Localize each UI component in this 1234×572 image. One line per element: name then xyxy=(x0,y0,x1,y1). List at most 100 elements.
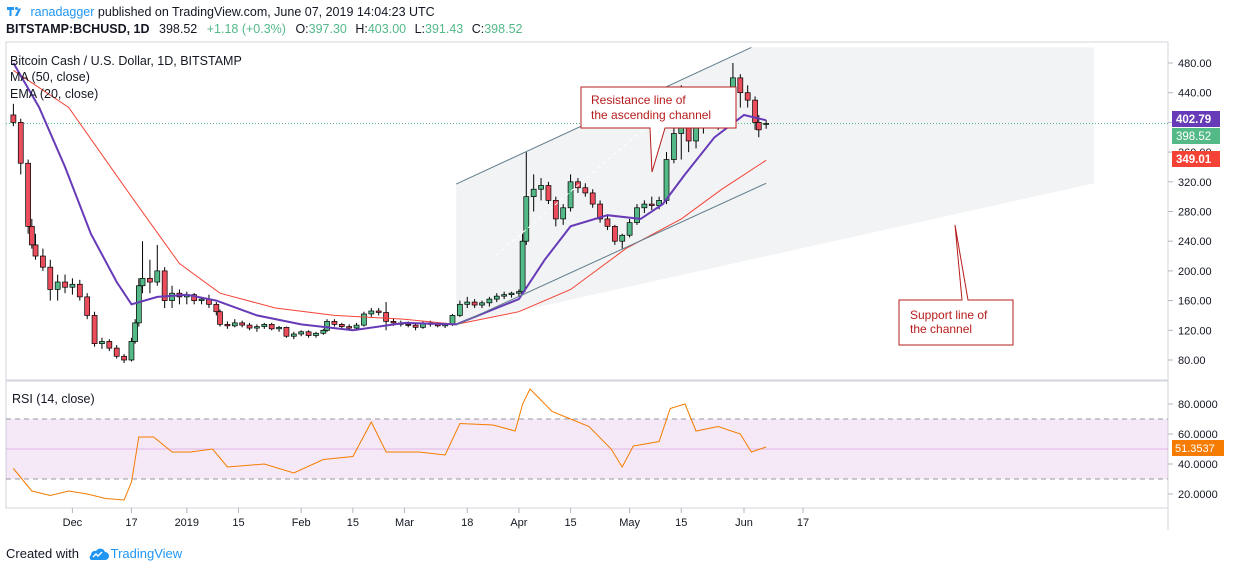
candle-body xyxy=(508,292,515,296)
candle xyxy=(486,296,493,307)
candle xyxy=(298,330,305,337)
time-tick-label-2: 2019 xyxy=(175,517,199,529)
candle xyxy=(224,321,231,329)
candle xyxy=(99,337,105,349)
tradingview-cloud-icon xyxy=(89,548,109,560)
candle xyxy=(206,294,212,309)
candle xyxy=(567,174,574,212)
candle-body xyxy=(313,332,319,336)
candle xyxy=(213,302,220,316)
candle xyxy=(560,204,567,225)
tradingview-logo-icon xyxy=(7,7,21,16)
candle xyxy=(648,196,655,211)
candle xyxy=(619,233,626,249)
candle-body xyxy=(276,326,282,330)
candle-body xyxy=(634,207,640,223)
ma50-line xyxy=(13,69,767,325)
candle-body xyxy=(139,277,146,287)
time-tick-label-0: Dec xyxy=(63,517,83,529)
candle-body xyxy=(10,114,17,123)
time-tick-label-9: 15 xyxy=(564,517,576,529)
candle xyxy=(176,289,183,305)
candle xyxy=(25,159,31,234)
candle-body xyxy=(486,298,493,304)
close-value: 398.52 xyxy=(484,22,522,36)
candle xyxy=(54,274,61,301)
candle-body xyxy=(91,315,98,345)
candle-body xyxy=(224,324,231,327)
open-label: O: xyxy=(295,22,308,36)
candle-body xyxy=(545,185,552,201)
candle-body xyxy=(663,159,670,201)
support-callout-box xyxy=(898,224,1014,346)
price-tick-label-2: 160.00 xyxy=(1178,296,1212,308)
ema-legend: EMA (20, close) xyxy=(10,87,98,101)
time-tick-label-12: Jun xyxy=(735,517,753,529)
time-tick-label-11: 15 xyxy=(675,517,687,529)
candle-body xyxy=(589,192,596,205)
candle-body xyxy=(560,207,567,220)
candle xyxy=(582,183,589,197)
rsi-value-tag: 51.3537 xyxy=(1172,440,1224,456)
candle-body xyxy=(47,266,54,290)
candle xyxy=(28,218,35,249)
candle xyxy=(634,204,640,225)
candle xyxy=(246,322,253,331)
publisher-username[interactable]: ranadagger xyxy=(30,5,95,19)
price-tick-label-6: 320.00 xyxy=(1178,177,1212,189)
publish-header: ranadagger published on TradingView.com,… xyxy=(6,4,435,19)
candle xyxy=(361,311,367,327)
candle-body xyxy=(246,324,253,329)
svg-text:BITSTAMP:BCHUSD, 1D 398.52: BITSTAMP:BCHUSD, 1D 398.52 +1.18 (+0.3%)… xyxy=(6,22,523,36)
high-label: H: xyxy=(355,22,368,36)
ema-price-tag: 402.79 xyxy=(1172,111,1220,127)
candle-body xyxy=(69,283,76,288)
candle xyxy=(523,152,530,245)
last-price-label: 398.52 xyxy=(1176,131,1211,143)
rsi-band-fill xyxy=(6,419,1168,479)
candle-body xyxy=(353,324,360,329)
candle-body xyxy=(28,226,35,246)
candle-body xyxy=(25,162,31,227)
series-title: Bitcoin Cash / U.S. Dollar, 1D, BITSTAMP xyxy=(10,54,242,68)
support-line xyxy=(455,182,767,326)
price-tick-label-9: 440.00 xyxy=(1178,88,1212,100)
candle xyxy=(305,330,312,338)
candle xyxy=(737,74,744,108)
candle-body xyxy=(641,203,648,209)
candle-body xyxy=(298,331,305,335)
candle xyxy=(752,96,758,130)
candle-body xyxy=(305,331,312,336)
candle xyxy=(501,291,507,300)
candle xyxy=(32,233,39,260)
candle xyxy=(91,311,98,347)
candle-body xyxy=(368,310,375,315)
candle xyxy=(320,328,327,335)
rsi-tick-label-0: 20.0000 xyxy=(1178,489,1218,501)
resistance-callout-line2: the ascending channel xyxy=(591,108,711,122)
candle-body xyxy=(752,99,758,123)
candle xyxy=(338,322,345,329)
rsi-value-label: 51.3537 xyxy=(1175,443,1215,455)
candle-body xyxy=(147,277,153,283)
candle-body xyxy=(324,321,330,331)
candle xyxy=(62,274,68,294)
candle-body xyxy=(375,310,382,313)
candle xyxy=(641,200,648,213)
candle xyxy=(479,300,485,309)
candle xyxy=(493,293,500,303)
candle-body xyxy=(161,270,168,301)
candle-body xyxy=(763,123,769,125)
candle xyxy=(84,293,91,320)
footer-brand[interactable]: TradingView xyxy=(110,546,183,561)
candle-body xyxy=(412,324,419,328)
candle-body xyxy=(471,301,478,306)
candle-body xyxy=(62,281,68,288)
candle-body xyxy=(538,185,544,190)
candle xyxy=(744,85,751,108)
ema20-line xyxy=(12,62,767,332)
candle-body xyxy=(113,347,120,357)
candle-body xyxy=(106,341,113,349)
candle xyxy=(147,259,153,294)
